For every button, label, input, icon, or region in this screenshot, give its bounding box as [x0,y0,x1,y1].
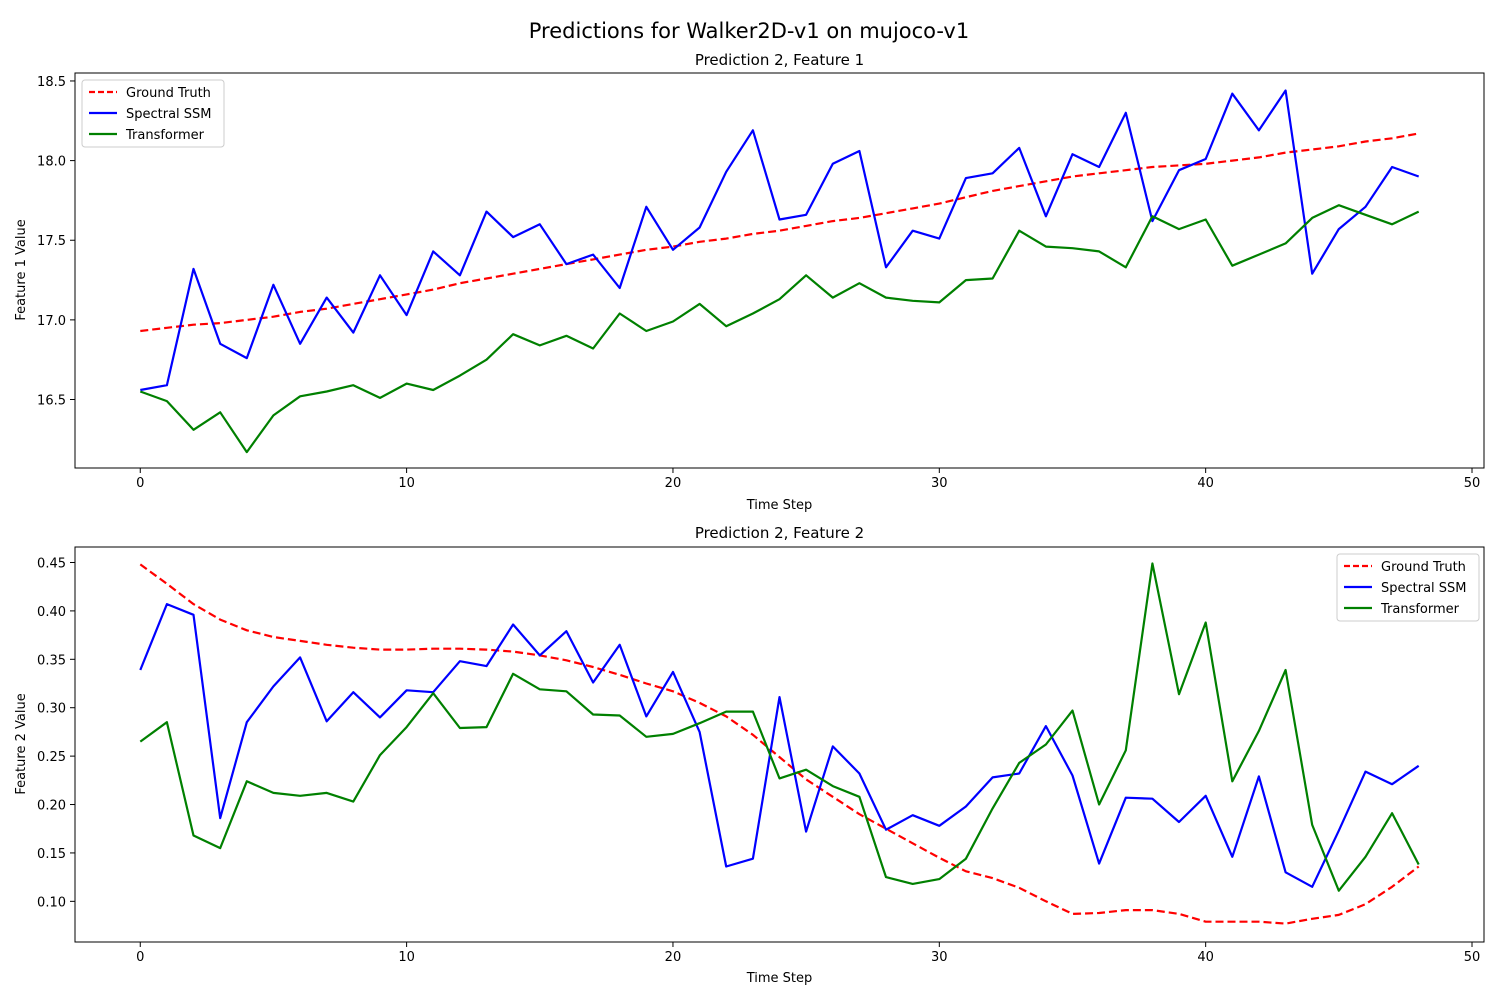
series-line-transformer [139,204,1420,454]
x-tick-label: 50 [1464,950,1481,965]
series-line-transformer [139,562,1420,892]
legend-label: Transformer [125,128,205,143]
y-tick-label: 0.35 [37,653,66,668]
x-tick-label: 20 [665,476,682,491]
chart-panel-feature-2: Prediction 2, Feature 2 Time Step Featur… [14,524,1485,986]
legend-label: Spectral SSM [126,107,212,122]
x-tick-label: 0 [136,476,144,491]
series-line-spectral-ssm [140,89,1420,392]
plot-frame [74,546,1485,943]
y-axis-label: Feature 2 Value [14,693,29,794]
x-tick-label: 10 [398,950,415,965]
x-tick-label: 30 [931,950,948,965]
y-tick-label: 18.0 [37,155,66,170]
y-tick-label: 0.30 [37,702,66,717]
panel-title: Prediction 2, Feature 1 [695,51,864,69]
legend-label: Spectral SSM [1381,581,1467,596]
x-axis-label: Time Step [746,971,813,986]
y-tick-label: 18.5 [37,75,66,90]
x-tick-label: 40 [1197,950,1214,965]
x-tick-label: 20 [665,950,682,965]
legend: Ground Truth Spectral SSM Transformer [1336,553,1480,622]
y-tick-label: 0.20 [37,799,66,814]
x-tick-label: 0 [136,950,144,965]
y-tick-label: 16.5 [37,394,66,409]
y-axis-label: Feature 1 Value [14,219,29,320]
legend-label: Ground Truth [1381,560,1466,575]
legend: Ground Truth Spectral SSM Transformer [81,79,225,148]
y-tick-label: 0.45 [37,556,66,571]
chart-panel-feature-1: Prediction 2, Feature 1 Time Step Featur… [14,51,1485,513]
x-tick-label: 40 [1197,476,1214,491]
y-tick-label: 0.15 [37,847,66,862]
legend-label: Transformer [1380,602,1460,617]
series-line-spectral-ssm [139,602,1420,888]
x-axis-label: Time Step [746,498,813,513]
x-tick-label: 10 [398,476,415,491]
y-tick-label: 0.25 [37,750,66,765]
legend-box [81,79,225,148]
x-tick-label: 30 [931,476,948,491]
y-tick-label: 0.10 [37,895,66,910]
plot-frame [74,72,1485,469]
figure-suptitle: Predictions for Walker2D-v1 on mujoco-v1 [529,19,969,43]
legend-box [1336,553,1480,622]
y-tick-label: 0.40 [37,605,66,620]
legend-label: Ground Truth [126,86,211,101]
x-tick-label: 50 [1464,476,1481,491]
y-tick-label: 17.0 [37,314,66,329]
series-line-ground-truth [139,563,1420,925]
panel-title: Prediction 2, Feature 2 [695,524,864,542]
y-tick-label: 17.5 [37,234,66,249]
